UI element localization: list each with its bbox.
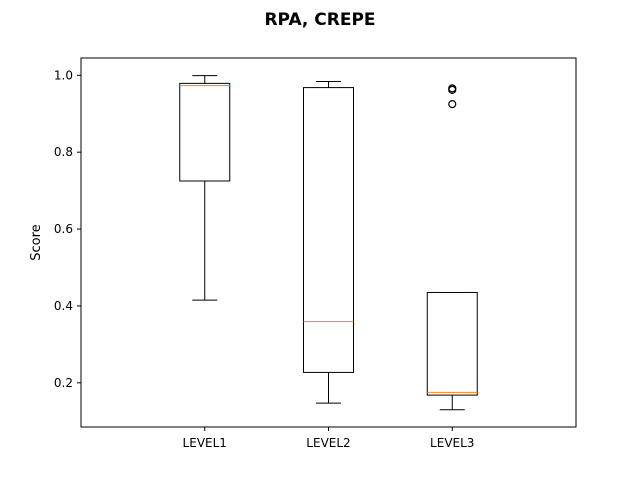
axes-frame [80,57,577,428]
box-level3 [426,291,478,396]
x-tick-label: LEVEL3 [430,436,474,450]
outlier-point [448,84,457,93]
x-tick-label: LEVEL1 [183,436,227,450]
y-tick-label: 1.0 [54,68,73,82]
x-tick-label: LEVEL2 [306,436,350,450]
y-tick-label: 0.8 [54,145,73,159]
y-axis-label: Score [29,224,44,260]
box-level1 [179,82,231,182]
box-level2 [303,87,354,373]
plot-area: 0.2 0.4 0.6 0.8 1.0 LEVEL1 LEVEL2 LEVEL3 [54,57,577,450]
y-tick-label: 0.6 [54,222,73,236]
y-tick-label: 0.4 [54,299,73,313]
chart-title: RPA, CREPE [264,10,375,30]
y-tick-label: 0.2 [54,376,73,390]
outlier-point [448,100,457,109]
